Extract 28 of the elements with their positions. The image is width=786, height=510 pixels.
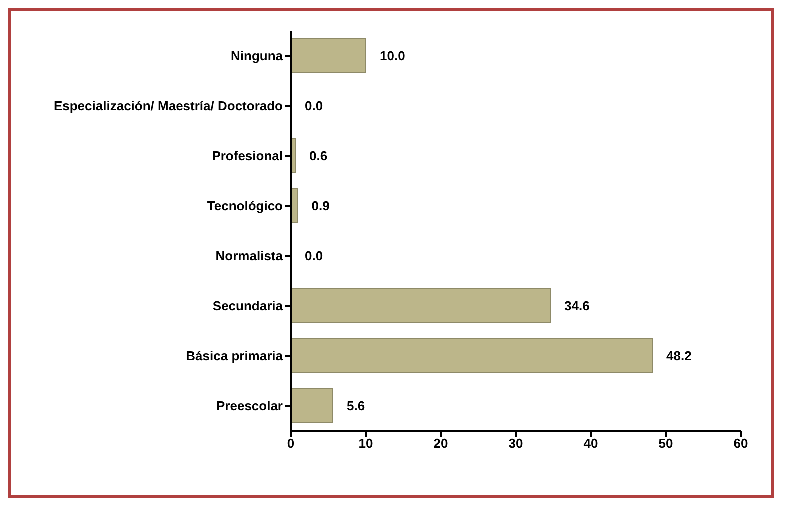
y-tick-label: Preescolar xyxy=(216,398,283,414)
data-label: 10.0 xyxy=(380,48,406,64)
y-tick-label: Profesional xyxy=(212,148,283,164)
data-label: 5.6 xyxy=(347,398,366,414)
bar xyxy=(291,388,334,424)
x-tick-label: 10 xyxy=(358,436,374,452)
bar xyxy=(291,188,298,224)
x-tick-label: 50 xyxy=(658,436,674,452)
x-tick-label: 0 xyxy=(287,436,295,452)
y-tick-label: Secundaria xyxy=(212,298,284,314)
x-tick-label: 30 xyxy=(508,436,524,452)
bar xyxy=(291,288,551,324)
bar xyxy=(291,38,366,74)
bar xyxy=(291,338,653,374)
y-tick-label: Ninguna xyxy=(231,48,284,64)
x-tick-label: 20 xyxy=(434,436,448,452)
data-label: 34.6 xyxy=(564,298,590,314)
x-tick-label: 60 xyxy=(734,436,748,452)
y-tick-label: Normalista xyxy=(216,248,284,264)
y-tick-label: Tecnológico xyxy=(207,198,284,214)
data-label: 0.9 xyxy=(312,198,330,214)
data-label: 0.0 xyxy=(305,248,324,264)
y-tick-label: Especialización/ Maestría/ Doctorado xyxy=(54,98,284,114)
data-label: 48.2 xyxy=(666,348,692,364)
x-tick-label: 40 xyxy=(584,436,598,452)
y-tick-label: Básica primaria xyxy=(186,348,284,364)
data-label: 0.0 xyxy=(305,98,324,114)
data-label: 0.6 xyxy=(310,148,328,164)
